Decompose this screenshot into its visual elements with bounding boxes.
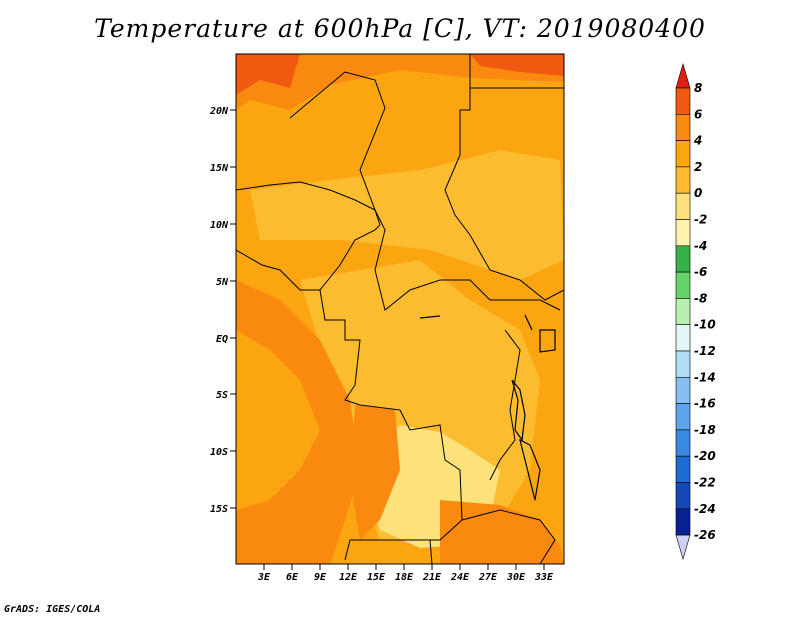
colorbar-label: -22	[694, 476, 716, 490]
latitude-axis: 20N 15N 10N 5N EQ 5S 10S 15S	[209, 106, 236, 515]
longitude-axis: 3E 6E 9E 12E 15E 18E 21E 24E 27E 30E 33E	[257, 564, 554, 583]
lon-tick-label: 6E	[286, 572, 299, 583]
colorbar-label: 8	[694, 81, 702, 95]
colorbar-segment	[675, 376, 691, 404]
colorbar-top-triangle	[675, 62, 691, 89]
colorbar-label: 2	[694, 160, 702, 174]
lon-tick-label: 3E	[257, 572, 271, 583]
colorbar-label: -16	[694, 397, 716, 411]
lon-tick-label: 12E	[339, 572, 358, 583]
colorbar-label: -8	[694, 291, 707, 305]
lon-tick-label: 30E	[506, 572, 526, 583]
colorbar-segment	[675, 87, 691, 115]
lon-tick-label: 33E	[534, 572, 554, 583]
colorbar-segment	[675, 271, 691, 299]
lat-tick-label: 10N	[210, 220, 229, 231]
colorbar-segment	[675, 350, 691, 378]
lat-tick-label: 15N	[210, 163, 229, 174]
colorbar-label: -20	[694, 449, 716, 463]
credit-text: GrADS: IGES/COLA	[4, 604, 101, 615]
lat-tick-label: 20N	[209, 106, 229, 117]
colorbar-label: -2	[694, 213, 707, 227]
colorbar-label: 4	[693, 134, 702, 148]
colorbar-segment	[675, 192, 691, 220]
colorbar-segment	[675, 403, 691, 431]
colorbar-segment	[675, 455, 691, 483]
colorbar-label: -24	[694, 502, 716, 516]
lon-tick-label: 21E	[422, 572, 442, 583]
colorbar-segment	[675, 324, 691, 352]
lon-tick-label: 18E	[395, 572, 414, 583]
colorbar-label: -4	[694, 239, 707, 253]
colorbar-label: -18	[694, 423, 716, 437]
colorbar-bottom-triangle	[675, 534, 691, 561]
colorbar-label: -26	[694, 528, 716, 542]
lon-tick-label: 15E	[367, 572, 386, 583]
colorbar-segment	[675, 219, 691, 247]
colorbar-segment	[675, 482, 691, 510]
lon-tick-label: 24E	[450, 572, 470, 583]
temperature-field	[236, 54, 564, 564]
lat-tick-label: EQ	[216, 334, 228, 345]
chart-title: Temperature at 600hPa [C], VT: 201908040…	[94, 14, 706, 43]
colorbar-segment	[675, 245, 691, 273]
lat-tick-label: 5N	[216, 277, 229, 288]
colorbar-label: -10	[694, 318, 716, 332]
colorbar-segment	[675, 298, 691, 325]
colorbar-label: 6	[694, 107, 702, 121]
colorbar: 8 6 4 2 0 -2 -4 -6 -8 -10 -12 -14 -16 -18 -20 -22 -24 -26	[675, 62, 716, 561]
colorbar-label: -14	[694, 370, 716, 384]
colorbar-segment	[675, 508, 691, 536]
map-frame	[235, 53, 565, 565]
colorbar-segment	[675, 140, 691, 168]
lat-tick-label: 5S	[216, 390, 228, 401]
lat-tick-label: 15S	[210, 504, 228, 515]
lat-tick-label: 10S	[210, 447, 228, 458]
lon-tick-label: 9E	[314, 572, 327, 583]
colorbar-segment	[675, 429, 691, 457]
colorbar-segment	[675, 114, 691, 141]
colorbar-label: 0	[694, 186, 702, 200]
lon-tick-label: 27E	[478, 572, 498, 583]
colorbar-segment	[675, 166, 691, 194]
colorbar-label: -6	[694, 265, 707, 279]
colorbar-label: -12	[694, 344, 716, 358]
